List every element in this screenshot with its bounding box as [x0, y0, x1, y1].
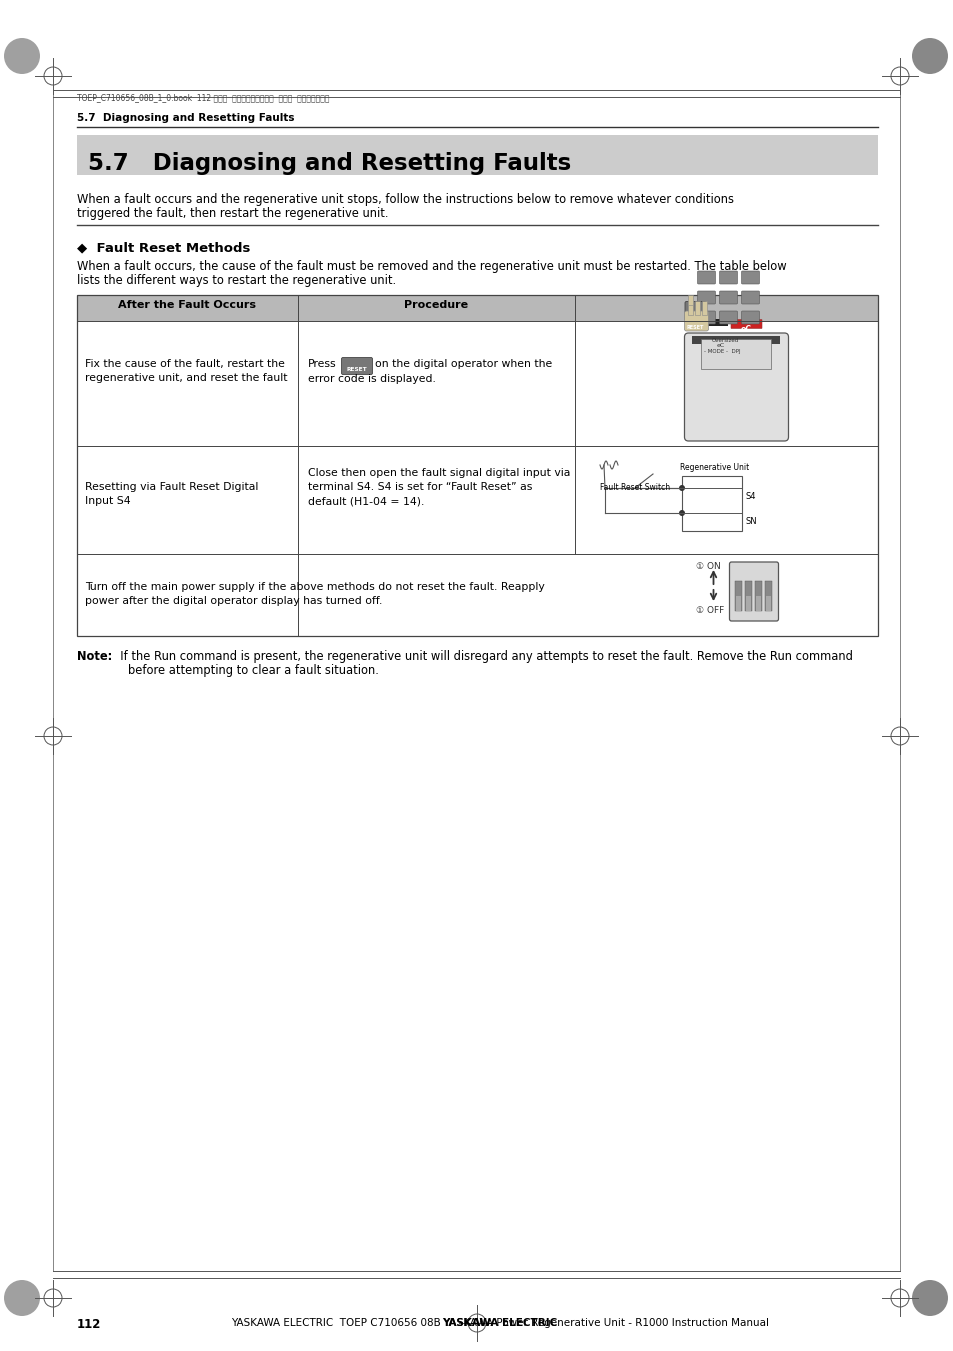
Text: Note:: Note: [77, 650, 112, 663]
Bar [735, 581, 741, 611]
Text: terminal S4. S4 is set for “Fault Reset” as: terminal S4. S4 is set for “Fault Reset”… [308, 482, 532, 492]
Text: - MODE -  DPJ: - MODE - DPJ [703, 349, 740, 354]
Bar [77, 295, 877, 322]
Circle shape [4, 38, 40, 74]
Circle shape [911, 1279, 947, 1316]
Text: TOEP_C710656_08B_1_0.book  112 ページ  ２０１５年２月５日  木曜日  午前１０晎７分: TOEP_C710656_08B_1_0.book 112 ページ ２０１５年２… [77, 93, 329, 101]
FancyBboxPatch shape [730, 319, 761, 328]
Text: oC: oC [740, 326, 751, 334]
Bar [688, 301, 693, 315]
Bar [744, 581, 752, 611]
Text: Turn off the main power supply if the above methods do not reset the fault. Reap: Turn off the main power supply if the ab… [85, 582, 544, 592]
Text: YASKAWA ELECTRIC: YASKAWA ELECTRIC [442, 1319, 558, 1328]
Text: Fault Reset Switch: Fault Reset Switch [599, 484, 669, 492]
Text: RESET: RESET [346, 367, 367, 372]
Text: before attempting to clear a fault situation.: before attempting to clear a fault situa… [128, 663, 378, 677]
Text: When a fault occurs and the regenerative unit stops, follow the instructions bel: When a fault occurs and the regenerative… [77, 193, 733, 205]
Text: 112: 112 [77, 1319, 101, 1331]
Text: 5.7   Diagnosing and Resetting Faults: 5.7 Diagnosing and Resetting Faults [88, 153, 571, 176]
Bar [736, 596, 740, 611]
Text: After the Fault Occurs: After the Fault Occurs [118, 300, 256, 309]
FancyBboxPatch shape [684, 332, 788, 440]
FancyBboxPatch shape [740, 290, 759, 304]
Text: lists the different ways to restart the regenerative unit.: lists the different ways to restart the … [77, 274, 395, 286]
FancyBboxPatch shape [697, 311, 715, 324]
Text: Fix the cause of the fault, restart the: Fix the cause of the fault, restart the [85, 359, 285, 369]
Text: error code is displayed.: error code is displayed. [308, 374, 436, 384]
Text: YASKAWA ELECTRIC  TOEP C710656 08B YASKAWA Power Regenerative Unit - R1000 Instr: YASKAWA ELECTRIC TOEP C710656 08B YASKAW… [231, 1319, 768, 1328]
Text: If the Run command is present, the regenerative unit will disregard any attempts: If the Run command is present, the regen… [112, 650, 852, 663]
Bar [695, 301, 700, 315]
Bar [700, 339, 771, 369]
Circle shape [679, 509, 684, 516]
Bar [688, 295, 693, 305]
Text: Oversized: Oversized [711, 338, 738, 343]
Circle shape [679, 485, 684, 490]
FancyBboxPatch shape [697, 290, 715, 304]
Bar [692, 336, 780, 345]
FancyBboxPatch shape [719, 290, 737, 304]
FancyBboxPatch shape [341, 358, 372, 374]
Circle shape [4, 1279, 40, 1316]
Text: Press: Press [308, 359, 336, 369]
Bar [764, 581, 772, 611]
Text: Resetting via Fault Reset Digital: Resetting via Fault Reset Digital [85, 482, 258, 492]
Text: SN: SN [745, 517, 757, 526]
Text: ◆  Fault Reset Methods: ◆ Fault Reset Methods [77, 240, 250, 254]
Text: ① OFF: ① OFF [696, 607, 724, 615]
Text: When a fault occurs, the cause of the fault must be removed and the regenerative: When a fault occurs, the cause of the fa… [77, 259, 786, 273]
Text: Procedure: Procedure [404, 300, 468, 309]
Bar [765, 596, 771, 611]
FancyBboxPatch shape [719, 272, 737, 284]
FancyBboxPatch shape [697, 272, 715, 284]
Bar [756, 596, 760, 611]
Bar [702, 319, 728, 326]
Text: Close then open the fault signal digital input via: Close then open the fault signal digital… [308, 467, 570, 478]
Bar [77, 135, 877, 176]
Text: 5.7  Diagnosing and Resetting Faults: 5.7 Diagnosing and Resetting Faults [77, 113, 294, 123]
FancyBboxPatch shape [684, 301, 705, 320]
FancyBboxPatch shape [740, 272, 759, 284]
Bar [681, 476, 741, 531]
FancyBboxPatch shape [719, 311, 737, 324]
Text: Input S4: Input S4 [85, 496, 131, 507]
Text: ① ON: ① ON [696, 562, 720, 571]
Bar [701, 301, 707, 315]
Text: on the digital operator when the: on the digital operator when the [375, 359, 552, 369]
Text: RESET: RESET [686, 326, 703, 330]
Text: eC: eC [716, 343, 724, 349]
Text: triggered the fault, then restart the regenerative unit.: triggered the fault, then restart the re… [77, 207, 388, 220]
Text: default (H1-04 = 14).: default (H1-04 = 14). [308, 496, 424, 507]
Text: power after the digital operator display has turned off.: power after the digital operator display… [85, 596, 382, 607]
Text: regenerative unit, and reset the fault: regenerative unit, and reset the fault [85, 373, 287, 382]
Bar [77, 295, 877, 636]
FancyBboxPatch shape [740, 311, 759, 324]
Bar [755, 581, 761, 611]
FancyBboxPatch shape [684, 311, 708, 331]
FancyBboxPatch shape [729, 562, 778, 621]
Text: S4: S4 [745, 492, 756, 501]
Bar [745, 596, 751, 611]
Text: Regenerative Unit: Regenerative Unit [679, 463, 748, 471]
Circle shape [911, 38, 947, 74]
